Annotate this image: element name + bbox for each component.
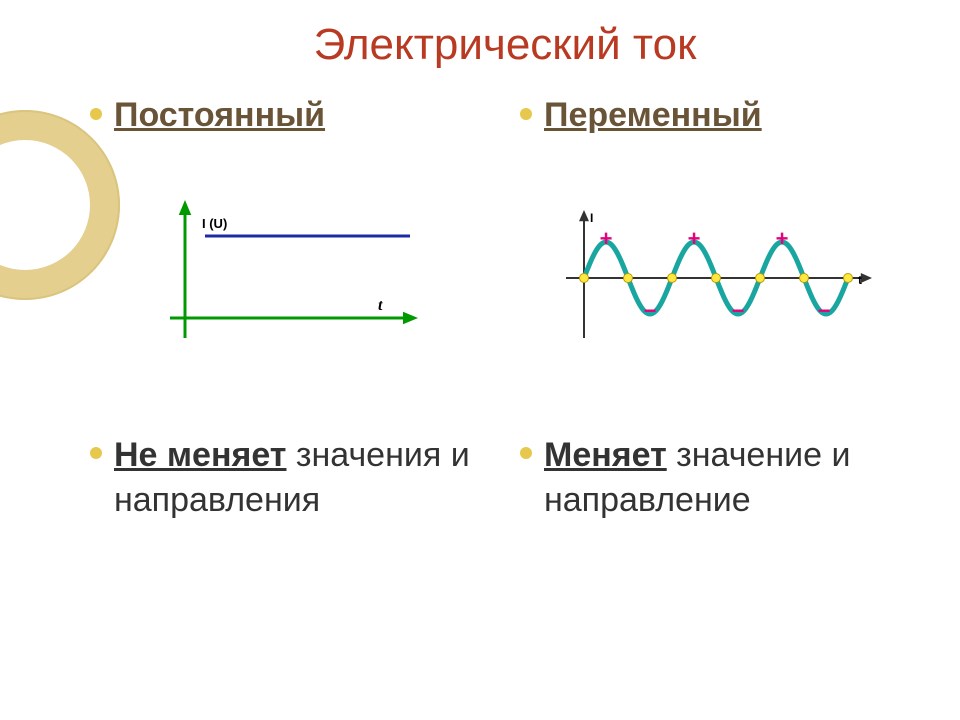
dc-chart: I (U) t: [90, 163, 490, 393]
two-columns: Постоянный I (U) t Не меняет значения и н…: [90, 94, 920, 532]
slide-title: Электрический ток: [90, 20, 920, 70]
desc-ac-lead: Меняет: [544, 436, 667, 474]
svg-text:+: +: [688, 226, 701, 251]
desc-ac-line: Меняет значение и направление: [520, 433, 920, 525]
heading-dc-line: Постоянный: [90, 94, 490, 137]
desc-dc-lead: Не меняет: [114, 436, 286, 474]
svg-text:−: −: [732, 298, 745, 323]
svg-text:I: I: [590, 211, 593, 225]
desc-dc: Не меняет значения и направления: [114, 433, 490, 525]
bullet-icon: [90, 108, 102, 120]
heading-dc: Постоянный: [114, 94, 325, 137]
heading-ac: Переменный: [544, 94, 762, 137]
desc-dc-line: Не меняет значения и направления: [90, 433, 490, 525]
svg-text:+: +: [776, 226, 789, 251]
bullet-icon: [90, 447, 102, 459]
heading-ac-line: Переменный: [520, 94, 920, 137]
column-ac: Переменный + + + − − − It Меняет значение и на…: [520, 94, 920, 532]
svg-text:+: +: [600, 226, 613, 251]
svg-text:−: −: [818, 298, 831, 323]
ac-chart-svg: + + + − − − It: [560, 208, 880, 348]
column-dc: Постоянный I (U) t Не меняет значения и н…: [90, 94, 490, 532]
slide: Электрический ток Постоянный I (U) t Не м…: [0, 0, 960, 720]
ac-chart: + + + − − − It: [520, 163, 920, 393]
dc-chart-svg: I (U) t: [140, 198, 440, 358]
bullet-icon: [520, 108, 532, 120]
svg-text:−: −: [644, 298, 657, 323]
desc-ac: Меняет значение и направление: [544, 433, 920, 525]
svg-text:I (U): I (U): [202, 216, 227, 231]
svg-text:t: t: [858, 273, 862, 287]
bullet-icon: [520, 447, 532, 459]
svg-text:t: t: [378, 297, 383, 314]
